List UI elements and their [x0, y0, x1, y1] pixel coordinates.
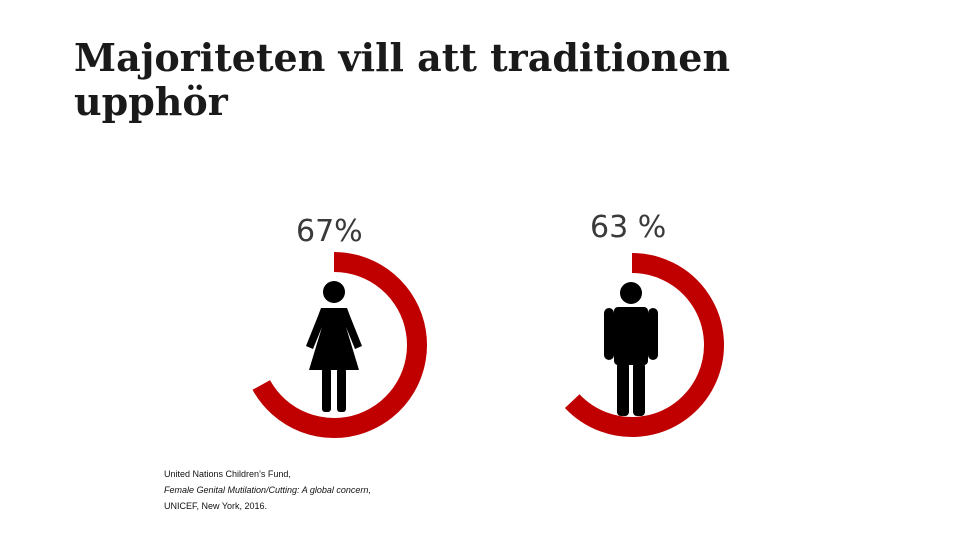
- women-percent-label: 67%: [296, 214, 363, 249]
- slide-title: Majoriteten vill att traditionen upphör: [74, 35, 731, 124]
- men-progress-arc: [564, 253, 724, 437]
- woman-icon: [306, 281, 362, 412]
- women-progress-arc: [252, 252, 427, 438]
- source-citation: United Nations Children’s Fund, Female G…: [164, 466, 464, 514]
- source-line-3: UNICEF, New York, 2016.: [164, 501, 268, 511]
- man-icon: [604, 282, 658, 416]
- source-line-1: United Nations Children’s Fund,: [164, 469, 291, 479]
- men-percent-label: 63 %: [590, 210, 667, 245]
- source-line-2: Female Genital Mutilation/Cutting: A glo…: [164, 485, 371, 495]
